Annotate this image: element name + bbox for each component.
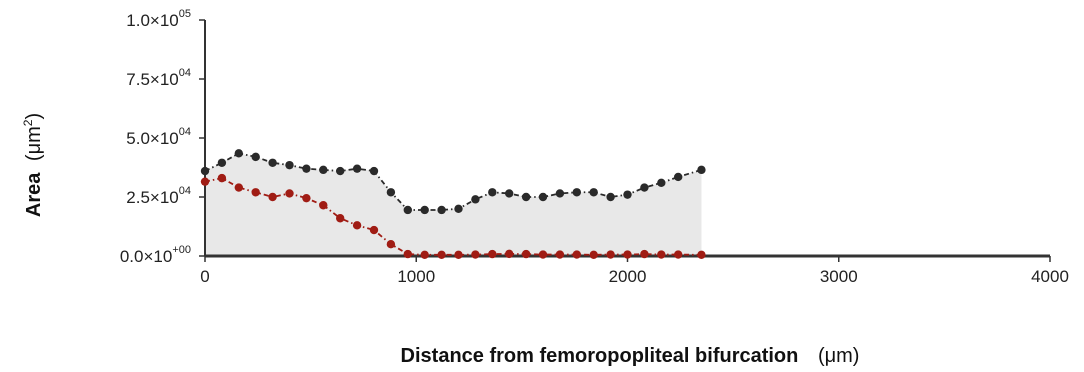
shaded-area — [205, 153, 702, 256]
data-point — [403, 205, 412, 215]
data-point — [217, 173, 227, 183]
data-point — [488, 249, 497, 259]
data-point — [217, 158, 227, 167]
data-point — [623, 250, 632, 259]
y-axis-title: Area (μm2) — [21, 113, 45, 217]
data-point — [606, 250, 615, 259]
y-tick-label: 1.0×1005 — [126, 8, 191, 30]
data-point — [234, 183, 243, 192]
data-point — [200, 177, 210, 186]
data-point — [521, 192, 531, 202]
data-point — [437, 250, 446, 260]
data-point — [336, 166, 345, 176]
data-point — [538, 192, 548, 202]
data-point — [640, 183, 649, 192]
data-point — [302, 164, 311, 173]
x-axis-title: Distance from femoropopliteal bifurcatio… — [401, 345, 860, 367]
data-point — [285, 160, 294, 170]
data-point — [437, 205, 446, 215]
data-point — [674, 250, 683, 259]
x-tick-label: 3000 — [820, 267, 858, 286]
data-point — [336, 214, 345, 223]
data-point — [352, 221, 362, 230]
data-point — [268, 192, 277, 202]
data-point — [488, 188, 497, 197]
data-point — [521, 249, 531, 259]
data-point — [302, 193, 311, 203]
series-layer — [200, 149, 706, 260]
data-point — [674, 172, 683, 182]
data-point — [420, 250, 429, 260]
data-point — [352, 164, 362, 173]
y-tick-label: 2.5×1004 — [126, 185, 191, 207]
data-point — [386, 240, 396, 249]
data-point — [555, 189, 565, 198]
data-point — [623, 190, 632, 199]
data-point — [454, 204, 463, 213]
data-point — [640, 249, 649, 259]
data-point — [319, 165, 328, 175]
data-point — [572, 188, 581, 197]
data-point — [268, 158, 277, 167]
data-point — [505, 189, 514, 198]
data-point — [369, 225, 379, 235]
data-point — [538, 250, 548, 259]
data-point — [505, 249, 514, 259]
y-tick-label: 7.5×1004 — [126, 67, 191, 89]
y-tick-label: 5.0×1004 — [126, 126, 191, 148]
data-point — [403, 249, 412, 259]
series-1 — [200, 173, 706, 260]
data-point — [471, 250, 480, 259]
series-0 — [200, 149, 706, 215]
data-point — [200, 166, 210, 176]
data-point — [589, 250, 598, 260]
data-point — [319, 201, 328, 210]
data-point — [572, 250, 581, 259]
data-point — [251, 152, 260, 162]
data-point — [454, 250, 463, 260]
data-point — [234, 149, 243, 158]
data-point — [420, 205, 429, 215]
data-point — [251, 188, 260, 197]
data-point — [369, 166, 379, 176]
data-point — [697, 250, 706, 260]
data-point — [606, 192, 615, 202]
data-point — [386, 188, 396, 197]
data-point — [555, 250, 565, 259]
data-point — [697, 165, 706, 175]
data-point — [657, 178, 666, 188]
data-point — [471, 195, 480, 204]
data-point — [285, 189, 294, 198]
x-tick-label: 4000 — [1031, 267, 1069, 286]
x-tick-label: 2000 — [609, 267, 647, 286]
x-tick-label: 0 — [200, 267, 209, 286]
data-point — [589, 188, 598, 197]
shaded-region-layer — [205, 153, 702, 256]
tick-labels: 0.0×10+00 2.5×1004 5.0×1004 7.5×1004 1.0×100… — [120, 8, 1069, 286]
y-tick-label: 0.0×10+00 — [120, 244, 191, 266]
x-tick-label: 1000 — [397, 267, 435, 286]
data-point — [657, 250, 666, 259]
